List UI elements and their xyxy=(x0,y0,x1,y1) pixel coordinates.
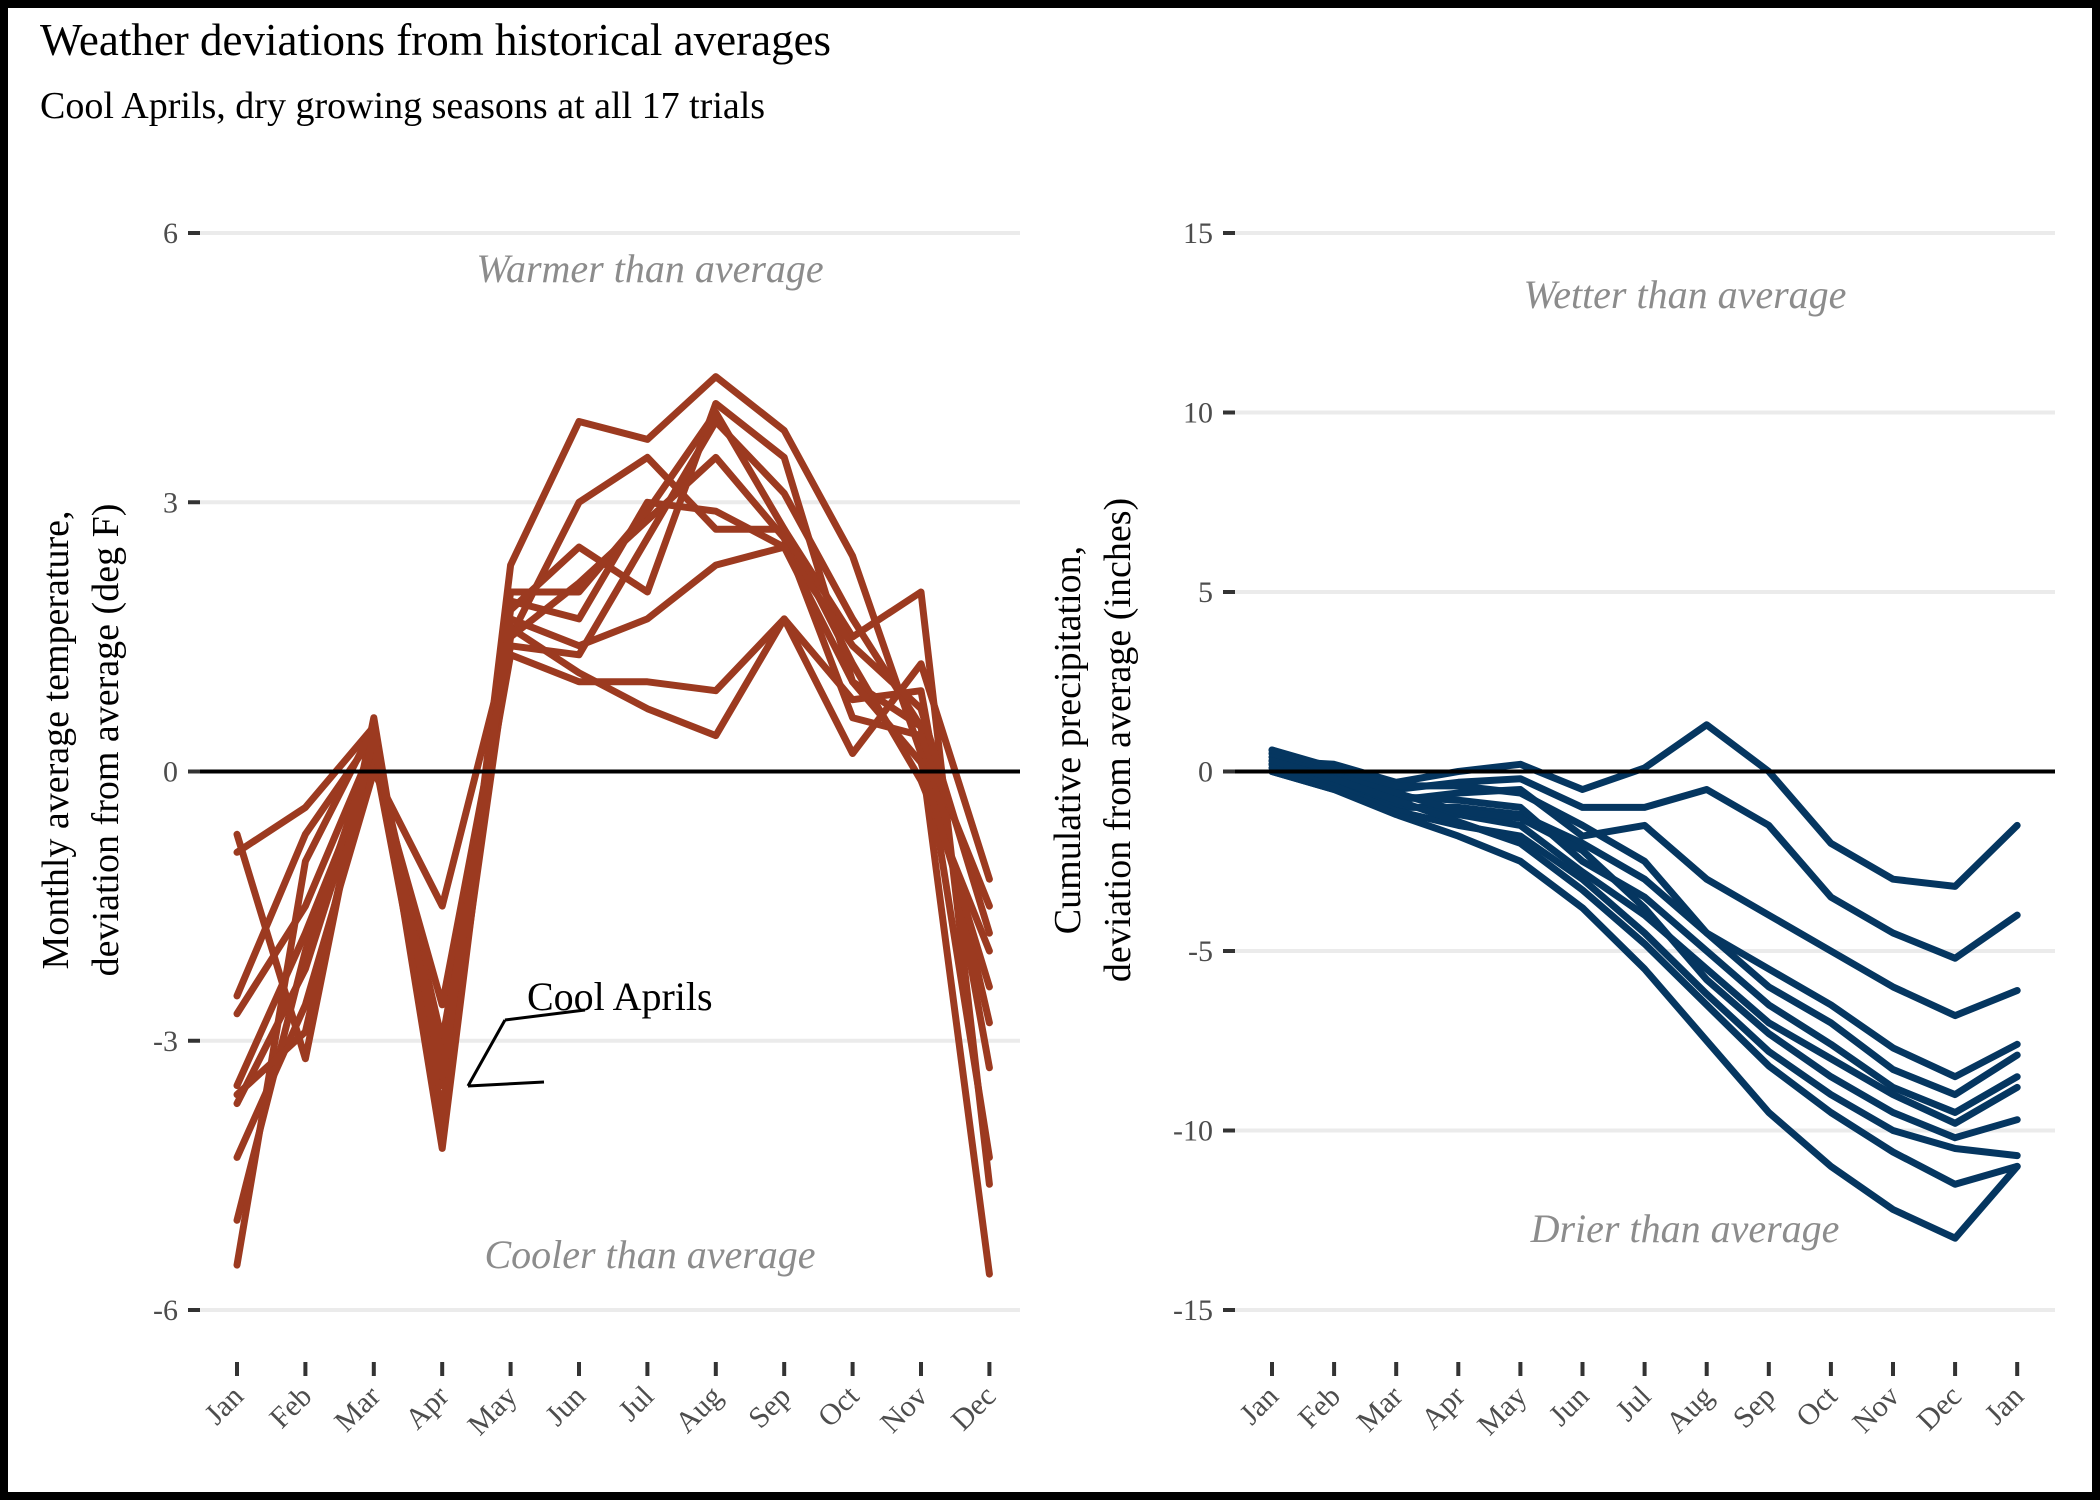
x-tick-label: Apr xyxy=(1415,1380,1471,1436)
series-line xyxy=(233,453,993,1161)
series-line xyxy=(1268,746,2021,1081)
x-tick-label: Oct xyxy=(812,1379,866,1433)
y-tick-label: -6 xyxy=(153,1294,178,1327)
y-tick-label: 0 xyxy=(163,756,178,789)
y-tick-label: -3 xyxy=(153,1025,178,1058)
y-axis-label: deviation from average (inches) xyxy=(1097,498,1139,982)
y-tick-label: 5 xyxy=(1198,576,1213,609)
x-tick-label: Mar xyxy=(1350,1380,1409,1439)
y-axis-label: Monthly average temperature, xyxy=(35,511,77,970)
callout-label: Cool Aprils xyxy=(527,974,713,1019)
y-tick-label: 15 xyxy=(1183,217,1213,250)
y-tick-label: 6 xyxy=(163,217,178,250)
y-tick-label: 0 xyxy=(1198,756,1213,789)
x-tick-label: Jan xyxy=(1979,1380,2031,1432)
x-tick-label: Feb xyxy=(1292,1380,1347,1435)
temperature-panel: 6 3 0 -3 -6 Jan Feb Mar Apr May Jun Jul Aug Sep Oct Nov… xyxy=(35,217,1020,1442)
x-tick-label: Dec xyxy=(945,1380,1002,1437)
y-tick-label: -15 xyxy=(1173,1294,1213,1327)
annotation-lower: Cooler than average xyxy=(484,1232,815,1277)
x-tick-label: May xyxy=(1471,1380,1533,1442)
series-line xyxy=(1268,768,2021,1242)
x-tick-label: Jan xyxy=(198,1380,250,1432)
annotation-upper: Warmer than average xyxy=(476,246,823,291)
y-axis-label: Cumulative precipitation, xyxy=(1047,546,1089,934)
x-tick-label: Apr xyxy=(399,1380,455,1436)
x-tick-label: Jan xyxy=(1233,1380,1285,1432)
x-tick-label: Dec xyxy=(1911,1380,1968,1437)
x-tick-label: Oct xyxy=(1790,1379,1844,1433)
x-tick-label: Sep xyxy=(1727,1380,1782,1435)
x-tick-label: Nov xyxy=(874,1380,934,1440)
y-tick-label: -5 xyxy=(1188,935,1213,968)
x-tick-label: Jun xyxy=(1543,1380,1596,1433)
y-tick-label: 10 xyxy=(1183,397,1213,430)
annotation-upper: Wetter than average xyxy=(1524,272,1847,317)
x-tick-label: Mar xyxy=(328,1380,387,1439)
annotation-lower: Drier than average xyxy=(1530,1206,1840,1251)
x-tick-label: Sep xyxy=(742,1380,797,1435)
series-line xyxy=(233,453,993,1188)
x-tick-label: Aug xyxy=(669,1380,729,1440)
chart-title: Weather deviations from historical avera… xyxy=(40,15,832,65)
callout-arrow xyxy=(466,1019,545,1088)
callout-leader xyxy=(504,1008,586,1022)
x-tick-label: May xyxy=(461,1380,523,1442)
x-tick-label: Feb xyxy=(263,1380,318,1435)
series-line xyxy=(1268,750,2021,1142)
x-tick-label: Jul xyxy=(1609,1380,1657,1428)
series-line xyxy=(1268,757,2021,1188)
x-tick-label: Nov xyxy=(1846,1380,1906,1440)
series-line xyxy=(233,543,993,1099)
chart-subtitle: Cool Aprils, dry growing seasons at all … xyxy=(40,85,766,127)
x-tick-label: Aug xyxy=(1660,1380,1720,1440)
y-tick-label: 3 xyxy=(163,486,178,519)
y-tick-label: -10 xyxy=(1173,1115,1213,1148)
series-line xyxy=(233,498,993,1269)
x-tick-label: Jul xyxy=(612,1380,660,1428)
x-tick-label: Jun xyxy=(539,1380,592,1433)
y-axis-label: deviation from average (deg F) xyxy=(85,504,127,977)
